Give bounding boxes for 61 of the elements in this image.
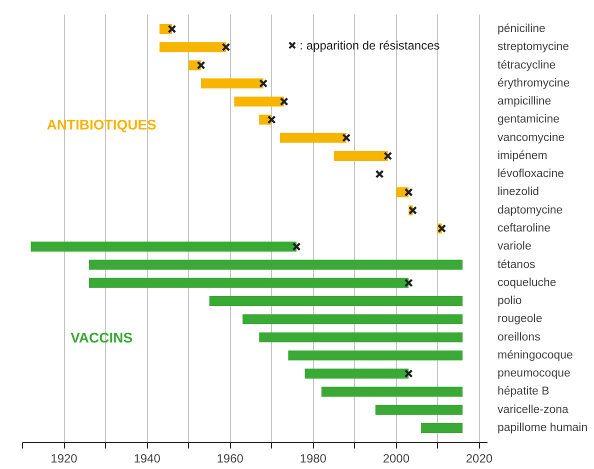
bar [242,314,463,324]
x-tick-label: 1960 [216,452,244,466]
point [222,42,230,52]
y-tick-label: lévofloxacine [498,168,564,180]
bar [201,78,264,88]
y-tick-label: varicelle-zona [498,404,570,416]
y-tick-label: hépatite B [498,386,550,398]
point [384,152,392,160]
y-tick-label: péniciline [498,23,546,36]
bar [234,96,284,107]
bar [421,423,463,433]
point [280,97,288,106]
y-tick-label: tétanos [498,258,536,271]
bar [88,278,409,288]
point [404,188,413,197]
point [375,170,384,178]
y-tick-label: méningocoque [498,349,573,362]
y-tick-label: polio [498,295,522,308]
bar [88,260,463,270]
x-tick-label: 1940 [134,452,161,466]
point [342,134,351,142]
y-tick-label: gentamicine [498,114,560,126]
y-tick-label: daptomycine [498,204,563,216]
x-tick-label: 2000 [382,452,410,466]
bar [375,404,463,415]
point [408,206,418,215]
point [292,242,301,251]
text: VACCINS [70,329,133,346]
y-tick-label: rougeole [498,313,542,326]
y-tick-label: streptomycine [498,41,570,54]
point [196,61,206,70]
point [438,224,446,233]
y-tick-label: ceftaroline [498,222,551,234]
bar [30,242,297,252]
point [168,24,176,34]
y-tick-label: ampicilline [498,96,552,108]
bar [209,296,463,306]
bar [321,386,463,397]
legend-label: : apparition de résistances [300,38,440,52]
y-tick-label: pneumocoque [498,368,570,380]
y-tick-label: tétracycline [498,59,556,72]
bar [280,132,346,143]
bar [334,150,388,161]
y-tick-label: érythromycine [498,77,570,90]
y-tick-label: coqueluche [498,276,556,289]
point [259,79,268,88]
text: ANTIBIOTIQUES [46,116,156,133]
point [267,115,276,124]
x-tick-label: 1980 [300,452,327,466]
y-tick-label: variole [498,240,532,253]
y-tick-label: vancomycine [498,132,565,144]
bar [160,42,226,52]
y-tick-label: linezolid [498,186,540,198]
y-tick-label: imipénem [498,150,548,162]
bar [259,332,463,342]
x-tick-label: 1920 [50,452,78,466]
x-tick-label: 2020 [466,452,493,466]
y-tick-label: papillome humain [498,422,588,434]
bar [288,350,463,360]
y-tick-label: oreillons [498,331,541,344]
bar [304,368,409,379]
